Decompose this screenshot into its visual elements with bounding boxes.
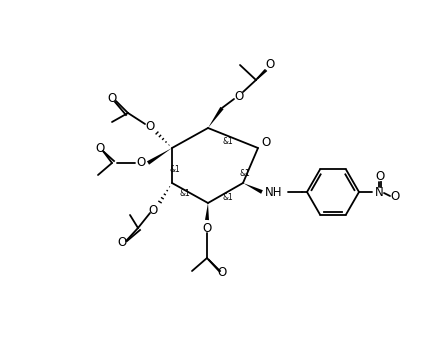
- Text: O: O: [107, 91, 117, 105]
- Polygon shape: [208, 107, 224, 128]
- Text: O: O: [118, 237, 127, 250]
- Text: O: O: [217, 266, 227, 280]
- Text: O: O: [202, 223, 212, 236]
- Polygon shape: [243, 183, 263, 194]
- Text: O: O: [95, 141, 105, 154]
- Text: &1: &1: [170, 166, 180, 175]
- Text: O: O: [262, 136, 271, 149]
- Text: O: O: [136, 156, 146, 169]
- Text: O: O: [265, 58, 275, 71]
- Text: O: O: [234, 90, 244, 103]
- Text: NH: NH: [265, 187, 283, 199]
- Text: &1: &1: [239, 168, 250, 177]
- Text: N: N: [374, 186, 383, 198]
- Text: O: O: [145, 120, 155, 133]
- Text: &1: &1: [223, 138, 233, 147]
- Text: &1: &1: [223, 194, 233, 203]
- Text: O: O: [148, 203, 158, 217]
- Polygon shape: [147, 148, 172, 165]
- Text: &1: &1: [180, 189, 190, 197]
- Polygon shape: [205, 203, 209, 220]
- Text: O: O: [390, 190, 400, 203]
- Text: O: O: [375, 170, 385, 183]
